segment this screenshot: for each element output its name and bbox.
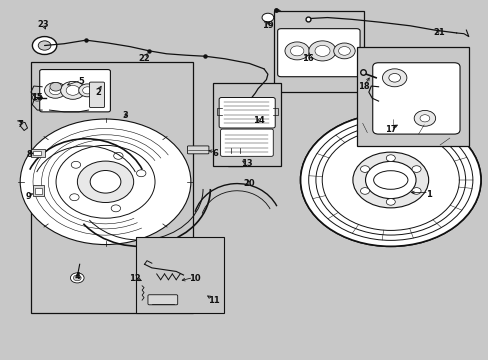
- FancyBboxPatch shape: [219, 98, 275, 128]
- Circle shape: [71, 161, 81, 168]
- Text: 2: 2: [95, 87, 101, 96]
- Ellipse shape: [373, 171, 407, 189]
- FancyBboxPatch shape: [187, 146, 208, 154]
- Circle shape: [262, 13, 273, 22]
- Bar: [35, 188, 41, 194]
- Circle shape: [338, 46, 349, 55]
- Circle shape: [411, 166, 420, 172]
- Circle shape: [32, 37, 57, 54]
- Text: 7: 7: [17, 120, 23, 129]
- Circle shape: [32, 94, 42, 101]
- Circle shape: [388, 73, 400, 82]
- Text: 13: 13: [241, 159, 252, 168]
- Text: 18: 18: [357, 82, 369, 91]
- Circle shape: [56, 145, 155, 218]
- Circle shape: [352, 152, 428, 208]
- Circle shape: [411, 188, 420, 194]
- Text: 5: 5: [78, 77, 84, 86]
- Circle shape: [82, 87, 92, 94]
- FancyBboxPatch shape: [372, 63, 459, 134]
- Text: 4: 4: [75, 272, 81, 281]
- Circle shape: [111, 205, 121, 212]
- FancyBboxPatch shape: [277, 29, 359, 77]
- Circle shape: [70, 194, 79, 201]
- Circle shape: [61, 81, 85, 99]
- Text: 9: 9: [26, 192, 32, 201]
- Text: 3: 3: [122, 111, 128, 120]
- Bar: [31, 62, 193, 313]
- Text: 8: 8: [26, 150, 32, 159]
- Text: 19: 19: [262, 21, 273, 30]
- Circle shape: [79, 84, 96, 97]
- Circle shape: [386, 155, 394, 161]
- Circle shape: [285, 42, 309, 60]
- Text: 11: 11: [208, 296, 220, 305]
- Circle shape: [413, 111, 435, 126]
- Circle shape: [314, 45, 329, 57]
- Text: 12: 12: [129, 274, 141, 283]
- Circle shape: [308, 41, 335, 61]
- FancyBboxPatch shape: [220, 129, 273, 156]
- Text: 22: 22: [139, 54, 150, 63]
- Circle shape: [38, 41, 51, 50]
- Bar: [212, 83, 281, 166]
- Circle shape: [113, 152, 123, 159]
- Bar: [33, 185, 44, 196]
- Text: 15: 15: [31, 93, 43, 102]
- Circle shape: [419, 115, 429, 122]
- Text: 10: 10: [188, 274, 200, 283]
- Circle shape: [49, 86, 61, 95]
- Circle shape: [73, 275, 81, 281]
- Circle shape: [290, 46, 303, 56]
- Bar: [136, 237, 224, 313]
- Circle shape: [50, 82, 61, 91]
- Bar: [356, 47, 468, 146]
- Text: 21: 21: [433, 28, 445, 37]
- FancyBboxPatch shape: [40, 69, 110, 112]
- Circle shape: [300, 114, 480, 246]
- Circle shape: [70, 273, 84, 283]
- Bar: [273, 12, 363, 92]
- Text: 17: 17: [384, 125, 396, 134]
- Text: 20: 20: [243, 179, 255, 188]
- Circle shape: [136, 170, 145, 177]
- Circle shape: [20, 119, 190, 244]
- Circle shape: [77, 161, 133, 203]
- Circle shape: [300, 114, 480, 246]
- Bar: [33, 150, 41, 155]
- Circle shape: [90, 171, 121, 193]
- Circle shape: [360, 188, 369, 194]
- Circle shape: [44, 82, 66, 98]
- Circle shape: [333, 43, 354, 59]
- Circle shape: [365, 161, 415, 199]
- Circle shape: [382, 69, 406, 87]
- FancyBboxPatch shape: [89, 82, 104, 108]
- Circle shape: [386, 199, 394, 205]
- Text: 14: 14: [253, 116, 264, 125]
- Circle shape: [66, 85, 80, 95]
- Text: 1: 1: [425, 190, 431, 199]
- Bar: [31, 149, 44, 157]
- Text: 16: 16: [302, 54, 313, 63]
- Circle shape: [360, 166, 369, 172]
- Text: 6: 6: [212, 149, 218, 158]
- FancyBboxPatch shape: [227, 152, 244, 167]
- Text: 23: 23: [38, 19, 49, 28]
- FancyBboxPatch shape: [148, 295, 177, 305]
